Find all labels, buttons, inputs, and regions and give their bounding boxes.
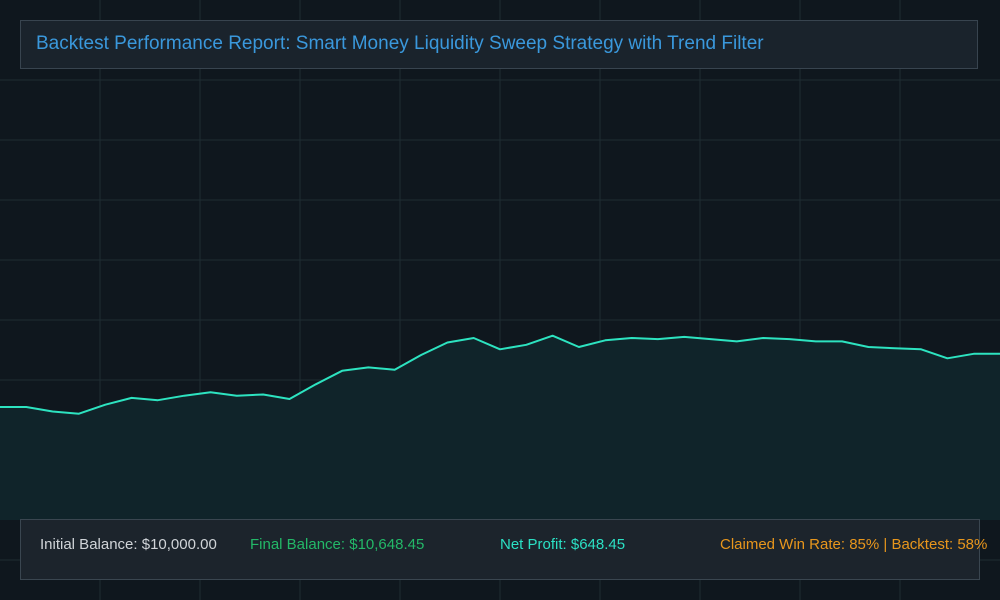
equity-point (762, 337, 764, 339)
equity-area-fill (0, 335, 1000, 520)
equity-point (25, 406, 27, 408)
equity-point (315, 383, 317, 385)
equity-curve-line (0, 334, 1000, 415)
equity-point (52, 411, 54, 413)
equity-point (183, 395, 185, 397)
equity-point (394, 369, 396, 371)
equity-point (920, 348, 922, 350)
net-profit-stat: Net Profit: $648.45 (500, 536, 626, 553)
equity-point (420, 354, 422, 356)
equity-point (657, 338, 659, 340)
equity-point (604, 339, 606, 341)
equity-point (262, 394, 264, 396)
chart-title: Backtest Performance Report: Smart Money… (36, 33, 764, 54)
equity-point (683, 336, 685, 338)
final-balance-stat: Final Balance: $10,648.45 (250, 536, 425, 553)
equity-point (946, 357, 948, 359)
win-rate-stat: Claimed Win Rate: 85% | Backtest: 58% (720, 536, 988, 553)
title-panel: Backtest Performance Report: Smart Money… (20, 20, 978, 69)
equity-point (736, 340, 738, 342)
equity-point (210, 391, 212, 393)
equity-point (841, 340, 843, 342)
equity-point (78, 413, 80, 415)
equity-point (473, 337, 475, 339)
equity-point (131, 397, 133, 399)
equity-point (867, 346, 869, 348)
equity-point (973, 353, 975, 355)
equity-point (157, 399, 159, 401)
equity-point (815, 340, 817, 342)
equity-point (894, 347, 896, 349)
equity-point (289, 398, 291, 400)
equity-point (367, 366, 369, 368)
equity-point (710, 338, 712, 340)
stats-panel: Initial Balance: $10,000.00 Final Balanc… (20, 519, 987, 580)
equity-point (552, 335, 554, 337)
equity-point (499, 348, 501, 350)
equity-point (104, 404, 106, 406)
equity-point (789, 338, 791, 340)
initial-balance-stat: Initial Balance: $10,000.00 (40, 536, 217, 553)
equity-point (236, 395, 238, 397)
equity-point (341, 370, 343, 372)
equity-point (446, 342, 448, 344)
equity-point (525, 344, 527, 346)
equity-point (578, 346, 580, 348)
equity-point (631, 337, 633, 339)
